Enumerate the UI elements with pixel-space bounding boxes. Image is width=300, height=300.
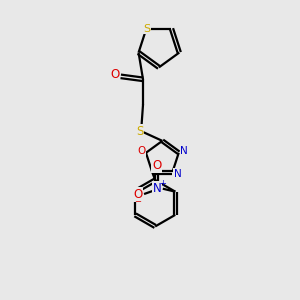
Text: O: O (137, 146, 146, 156)
Text: O: O (152, 159, 161, 172)
Text: O: O (134, 188, 143, 201)
Text: N: N (152, 182, 161, 195)
Text: N: N (174, 169, 182, 178)
Text: N: N (180, 146, 188, 156)
Text: +: + (159, 178, 166, 188)
Text: S: S (136, 125, 144, 138)
Text: S: S (143, 24, 150, 34)
Text: O: O (110, 68, 119, 81)
Text: −: − (135, 197, 142, 206)
